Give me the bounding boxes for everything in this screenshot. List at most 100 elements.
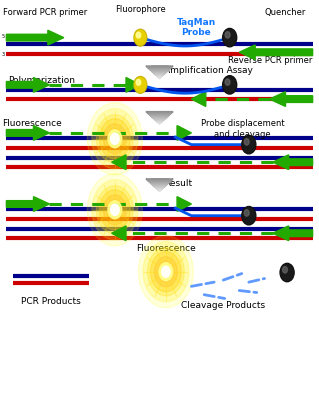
Circle shape bbox=[111, 204, 119, 215]
Polygon shape bbox=[150, 115, 169, 116]
Polygon shape bbox=[148, 113, 171, 114]
Circle shape bbox=[96, 186, 133, 234]
Polygon shape bbox=[151, 116, 168, 117]
Polygon shape bbox=[151, 183, 168, 184]
Circle shape bbox=[151, 252, 181, 292]
Circle shape bbox=[100, 119, 130, 159]
Circle shape bbox=[92, 109, 138, 169]
Circle shape bbox=[224, 77, 236, 93]
Polygon shape bbox=[155, 74, 164, 75]
Text: Reverse PCR primer: Reverse PCR primer bbox=[228, 56, 313, 65]
Polygon shape bbox=[151, 184, 168, 185]
Text: Fluorescence: Fluorescence bbox=[136, 244, 196, 253]
Circle shape bbox=[134, 29, 147, 46]
Polygon shape bbox=[157, 189, 162, 190]
Polygon shape bbox=[148, 68, 171, 69]
Circle shape bbox=[111, 133, 119, 144]
Circle shape bbox=[223, 76, 237, 94]
Circle shape bbox=[143, 242, 189, 302]
Circle shape bbox=[135, 31, 146, 45]
Circle shape bbox=[243, 137, 255, 153]
Circle shape bbox=[107, 200, 122, 220]
Circle shape bbox=[92, 180, 138, 240]
Circle shape bbox=[108, 201, 122, 219]
FancyArrow shape bbox=[6, 196, 49, 212]
Polygon shape bbox=[146, 66, 173, 67]
Text: Fluorophore: Fluorophore bbox=[115, 5, 166, 14]
Circle shape bbox=[103, 195, 126, 225]
Polygon shape bbox=[159, 123, 160, 124]
Circle shape bbox=[225, 32, 230, 38]
Polygon shape bbox=[158, 122, 161, 123]
Polygon shape bbox=[154, 186, 165, 187]
Circle shape bbox=[100, 190, 130, 230]
Polygon shape bbox=[149, 114, 170, 115]
Circle shape bbox=[138, 236, 193, 308]
Circle shape bbox=[154, 257, 177, 287]
Circle shape bbox=[108, 130, 122, 148]
Circle shape bbox=[244, 210, 249, 216]
Circle shape bbox=[225, 79, 230, 85]
FancyArrow shape bbox=[270, 92, 313, 107]
Circle shape bbox=[147, 247, 184, 296]
Circle shape bbox=[280, 263, 294, 282]
Polygon shape bbox=[155, 187, 164, 188]
Circle shape bbox=[242, 206, 256, 225]
Text: Probe displacement
and cleavage: Probe displacement and cleavage bbox=[201, 119, 284, 138]
Polygon shape bbox=[157, 76, 162, 77]
FancyArrow shape bbox=[6, 30, 64, 45]
Polygon shape bbox=[150, 182, 169, 183]
Polygon shape bbox=[152, 72, 167, 73]
Circle shape bbox=[162, 266, 170, 277]
Polygon shape bbox=[150, 69, 169, 70]
Text: Amplification Assay: Amplification Assay bbox=[164, 66, 253, 75]
Circle shape bbox=[136, 32, 141, 38]
FancyArrow shape bbox=[6, 125, 49, 140]
Circle shape bbox=[136, 79, 141, 85]
Polygon shape bbox=[156, 75, 163, 76]
FancyArrow shape bbox=[177, 125, 191, 140]
Polygon shape bbox=[158, 77, 161, 78]
Circle shape bbox=[283, 267, 287, 273]
Text: TaqMan
Probe: TaqMan Probe bbox=[176, 18, 216, 37]
Text: Quencher: Quencher bbox=[265, 8, 306, 17]
Polygon shape bbox=[151, 70, 168, 71]
Circle shape bbox=[224, 30, 236, 46]
Polygon shape bbox=[146, 179, 173, 180]
FancyArrow shape bbox=[112, 155, 126, 170]
Circle shape bbox=[87, 174, 142, 246]
FancyArrow shape bbox=[6, 77, 49, 92]
Polygon shape bbox=[147, 112, 172, 113]
Polygon shape bbox=[152, 117, 167, 118]
Circle shape bbox=[281, 265, 293, 280]
Circle shape bbox=[135, 78, 146, 92]
Circle shape bbox=[134, 76, 147, 93]
Circle shape bbox=[158, 262, 174, 282]
Text: Forward PCR primer: Forward PCR primer bbox=[3, 8, 87, 17]
FancyArrow shape bbox=[273, 226, 313, 241]
Polygon shape bbox=[156, 188, 163, 189]
Polygon shape bbox=[156, 121, 163, 122]
Circle shape bbox=[159, 263, 173, 281]
FancyArrow shape bbox=[126, 77, 140, 92]
Circle shape bbox=[223, 28, 237, 47]
Circle shape bbox=[243, 208, 255, 224]
Polygon shape bbox=[147, 67, 172, 68]
Polygon shape bbox=[152, 185, 167, 186]
FancyArrow shape bbox=[177, 196, 191, 212]
FancyArrow shape bbox=[112, 226, 126, 241]
Circle shape bbox=[107, 129, 122, 149]
Polygon shape bbox=[153, 118, 166, 119]
FancyArrow shape bbox=[191, 92, 206, 107]
Circle shape bbox=[87, 103, 142, 175]
Text: PCR Products: PCR Products bbox=[21, 297, 81, 306]
Polygon shape bbox=[151, 71, 168, 72]
FancyArrow shape bbox=[239, 45, 313, 60]
Polygon shape bbox=[158, 190, 161, 191]
Polygon shape bbox=[155, 120, 164, 121]
Text: Cleavage Products: Cleavage Products bbox=[181, 301, 265, 310]
Polygon shape bbox=[159, 78, 160, 79]
FancyArrow shape bbox=[273, 155, 313, 170]
Polygon shape bbox=[154, 119, 165, 120]
Text: Fluorescence: Fluorescence bbox=[2, 119, 62, 128]
